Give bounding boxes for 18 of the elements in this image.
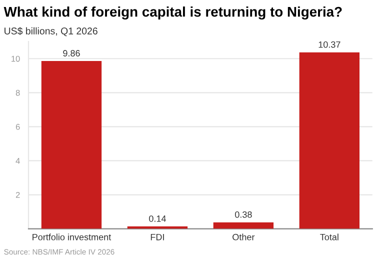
data-label: 0.14 xyxy=(149,215,166,222)
x-tick-label: Other xyxy=(232,234,255,240)
x-tick-label: Total xyxy=(320,234,338,240)
y-tick-label: 10 xyxy=(12,56,20,62)
bar xyxy=(299,52,360,229)
chart-subtitle: US$ billions, Q1 2026 xyxy=(4,27,98,36)
chart-title: What kind of foreign capital is returning to Nigeria? xyxy=(4,6,342,20)
bar xyxy=(41,61,102,229)
y-tick-label: 4 xyxy=(16,158,20,164)
y-tick-label: 2 xyxy=(16,192,20,198)
data-label: 9.86 xyxy=(63,50,80,56)
y-tick-label: 8 xyxy=(16,90,20,96)
data-label: 0.38 xyxy=(235,211,252,218)
x-tick-label: Portfolio investment xyxy=(32,234,112,240)
x-tick-label: FDI xyxy=(150,234,164,240)
bar xyxy=(213,222,274,229)
data-label: 10.37 xyxy=(318,41,340,48)
y-tick-label: 6 xyxy=(16,124,20,130)
